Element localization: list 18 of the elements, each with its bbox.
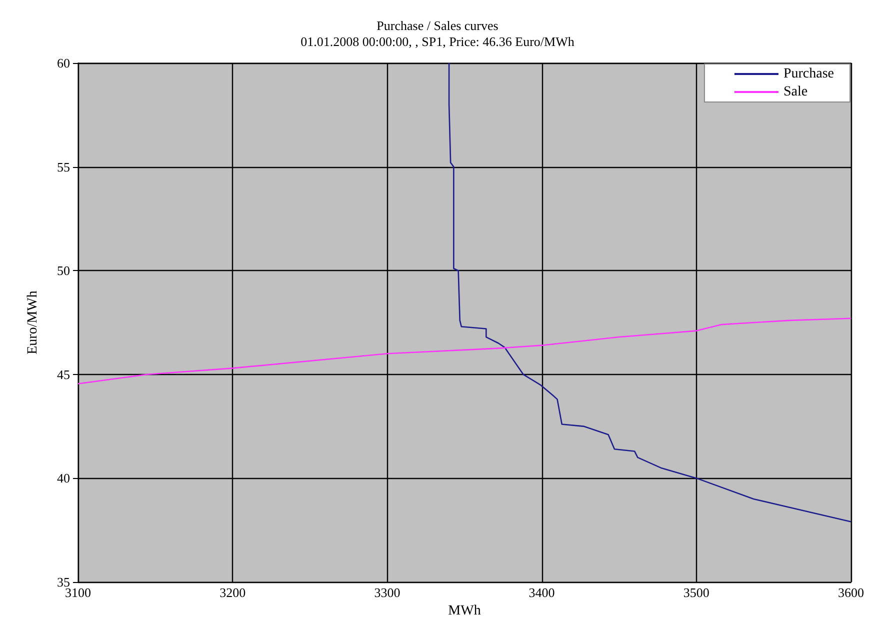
x-tick-label: 3300 <box>374 585 400 600</box>
x-tick-label: 3500 <box>683 585 710 600</box>
y-axis-title: Euro/MWh <box>26 290 40 354</box>
y-tick-label: 40 <box>57 470 70 486</box>
legend-label: Sale <box>783 84 808 100</box>
y-tick-label: 45 <box>57 366 70 382</box>
y-tick-label: 60 <box>57 56 70 70</box>
x-axis-title: MWh <box>448 603 481 618</box>
legend-label: Purchase <box>783 66 834 82</box>
y-tick-label: 55 <box>57 159 70 174</box>
line-series <box>448 62 852 522</box>
y-tick-label: 50 <box>57 263 70 278</box>
x-tick-label: 3200 <box>220 585 246 600</box>
chart-title: Purchase / Sales curves <box>376 18 498 33</box>
y-tick-label: 35 <box>57 574 70 590</box>
chart-subtitle: 01.01.2008 00:00:00, , SP1, Price: 46.36 Euro/MWh <box>300 34 575 49</box>
x-tick-label: 3600 <box>838 585 864 600</box>
x-tick-label: 3400 <box>528 585 555 600</box>
